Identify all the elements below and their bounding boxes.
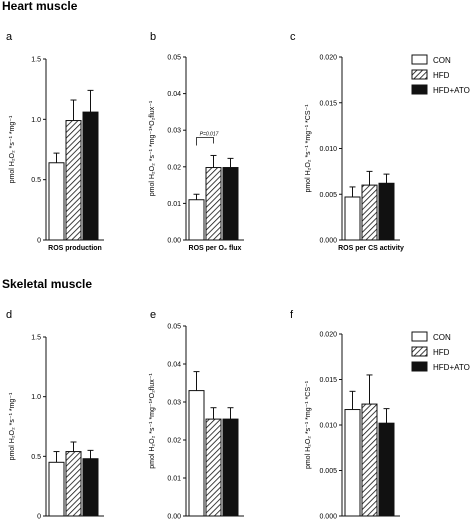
- y-axis-label: pmol H₂O₂ *s⁻¹ *mg⁻¹ *CS⁻¹: [305, 380, 312, 469]
- bar-con: [344, 196, 361, 241]
- y-tick-label: 0.5: [31, 177, 41, 184]
- y-axis-label: pmol H₂O₂ *s⁻¹ *mg⁻¹: [9, 115, 16, 183]
- legend-label-hfd-ato: HFD+ATO: [433, 86, 470, 95]
- y-tick-label: 0.01: [167, 476, 181, 483]
- bar-hfd-ato: [378, 182, 395, 241]
- y-tick-label: 0.000: [319, 514, 337, 520]
- y-tick-label: 0.01: [167, 201, 181, 208]
- bar-hfd: [361, 184, 378, 241]
- y-tick-label: 0.020: [319, 55, 337, 62]
- legend-label-hfd: HFD: [433, 348, 450, 357]
- panel-c: c 0.000 0.005 0.010 0.015 0.020 ROS per CS act…: [290, 31, 404, 252]
- y-tick-label: 0.03: [167, 128, 181, 135]
- y-tick-label: 0.03: [167, 400, 181, 407]
- x-axis-label: ROS per CS activity: [338, 245, 404, 252]
- y-tick-label: 0: [37, 238, 41, 245]
- y-tick-label: 0.05: [167, 324, 181, 331]
- bar-hfd-ato: [82, 111, 99, 241]
- legend-swatch-hfd: [411, 346, 428, 357]
- bar-hfd: [205, 167, 222, 241]
- bar-con: [188, 390, 205, 517]
- y-tick-label: 0.02: [167, 164, 181, 171]
- x-axis-label: ROS per O₂ flux: [189, 245, 242, 252]
- y-tick-label: 0.005: [319, 192, 337, 199]
- panel-b: b 0.00 0.01 0.02 0.03 0.04 0.05 P=0.017 ROS per …: [149, 31, 244, 252]
- y-tick-label: 1.5: [31, 335, 41, 342]
- bar-con: [48, 461, 65, 517]
- y-tick-label: 0.02: [167, 438, 181, 445]
- y-tick-label: 0.015: [319, 377, 337, 384]
- significance-label: P=0.017: [200, 132, 219, 138]
- bar-hfd-ato: [222, 167, 239, 241]
- bar-hfd-ato: [82, 458, 99, 517]
- section-title-skeletal: Skeletal muscle: [2, 277, 92, 291]
- panel-letter: e: [150, 309, 156, 321]
- y-tick-label: 0.005: [319, 468, 337, 475]
- legend-swatch-hfd-ato: [411, 84, 428, 95]
- bar-con: [188, 199, 205, 241]
- y-tick-label: 0.00: [167, 238, 181, 245]
- legend-label-hfd-ato: HFD+ATO: [433, 363, 470, 372]
- panel-e: e0.000.010.020.030.040.05ROS per O₂ flux…: [149, 309, 244, 520]
- legend-label-con: CON: [433, 333, 451, 342]
- y-axis-label: pmol H₂O₂ *s⁻¹ *mg⁻¹*O₂flux⁻¹: [149, 100, 156, 196]
- y-tick-label: 0.015: [319, 100, 337, 107]
- legend-heart: CON HFD HFD+ATO: [411, 54, 470, 95]
- y-axis-label: pmol H₂O₂ *s⁻¹ *mg⁻¹*O₂flux⁻¹: [149, 373, 156, 469]
- legend-label-con: CON: [433, 56, 451, 65]
- legend-swatch-hfd: [411, 69, 428, 80]
- y-tick-label: 0.04: [167, 91, 181, 98]
- legend-skeletal: CON HFD HFD+ATO: [411, 331, 470, 372]
- panel-letter: b: [150, 31, 156, 43]
- panel-letter: c: [290, 31, 296, 43]
- panel-a: a 0 0.5 1.0 1.5 ROS production pmol H₂O₂ *s⁻¹ …: [6, 31, 104, 252]
- bar-hfd: [205, 418, 222, 517]
- legend-swatch-hfd-ato: [411, 361, 428, 372]
- bar-hfd-ato: [378, 422, 395, 517]
- y-tick-label: 0.010: [319, 146, 337, 153]
- panel-letter: f: [290, 309, 294, 321]
- x-axis-label: ROS production: [48, 245, 102, 252]
- significance-bracket: [196, 137, 214, 146]
- bar-con: [48, 162, 65, 241]
- y-tick-label: 1.5: [31, 57, 41, 64]
- y-tick-label: 0.00: [167, 514, 181, 520]
- y-tick-label: 0.000: [319, 238, 337, 245]
- y-tick-label: 0.010: [319, 423, 337, 430]
- panel-letter: a: [6, 31, 13, 43]
- legend-label-hfd: HFD: [433, 71, 450, 80]
- y-tick-label: 0.05: [167, 55, 181, 62]
- y-tick-label: 0: [37, 514, 41, 520]
- y-axis-label: pmol H₂O₂ *s⁻¹ *mg⁻¹: [9, 392, 16, 460]
- legend-swatch-con: [411, 331, 428, 342]
- y-tick-label: 1.0: [31, 117, 41, 124]
- bar-hfd: [361, 403, 378, 517]
- bar-hfd-ato: [222, 418, 239, 517]
- bar-con: [344, 409, 361, 517]
- y-tick-label: 0.020: [319, 332, 337, 339]
- bar-hfd: [65, 120, 82, 241]
- panels: a 0 0.5 1.0 1.5 ROS production pmol H₂O₂ *s⁻¹ …: [6, 31, 404, 520]
- y-tick-label: 0.5: [31, 454, 41, 461]
- section-title-heart: Heart muscle: [2, 0, 78, 13]
- panel-letter: d: [6, 309, 12, 321]
- y-tick-label: 0.04: [167, 362, 181, 369]
- bar-hfd: [65, 451, 82, 517]
- legend-swatch-con: [411, 54, 428, 65]
- y-axis-label: pmol H₂O₂ *s⁻¹ *mg⁻¹ *CS⁻¹: [305, 104, 312, 193]
- y-tick-label: 1.0: [31, 394, 41, 401]
